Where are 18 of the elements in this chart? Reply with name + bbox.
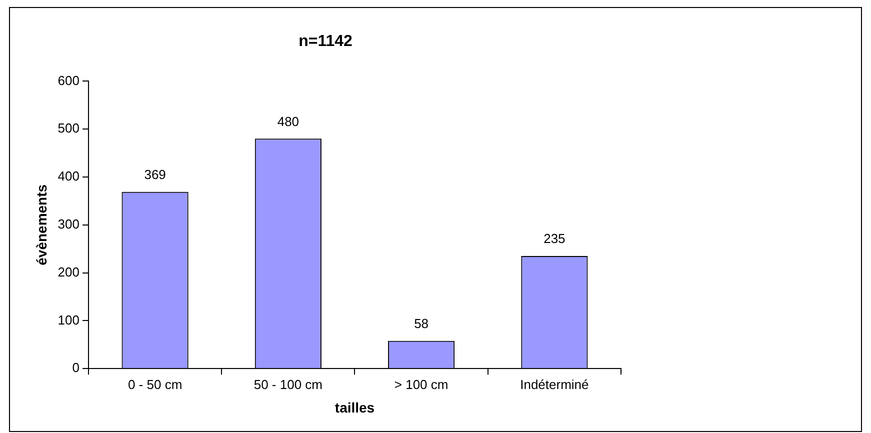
x-tick-label: 50 - 100 cm	[254, 376, 323, 392]
data-label: 235	[544, 231, 566, 246]
x-tick-label: 0 - 50 cm	[128, 376, 182, 392]
data-label: 58	[414, 316, 429, 331]
x-tick-label: Indéterminé	[520, 376, 589, 392]
y-tick-label: 600	[58, 72, 80, 88]
chart-title: n=1142	[298, 33, 353, 50]
y-tick-label: 200	[58, 264, 80, 280]
x-tick-label: > 100 cm	[394, 376, 448, 392]
y-tick-label: 500	[58, 120, 80, 136]
y-tick-label: 100	[58, 312, 80, 328]
y-axis-title: évènements	[33, 184, 50, 266]
x-axis-title: tailles	[334, 399, 375, 416]
y-tick-label: 0	[72, 360, 80, 376]
data-label: 369	[144, 166, 166, 182]
y-tick-label: 300	[58, 216, 80, 232]
data-label: 480	[277, 114, 300, 129]
y-tick-label: 400	[58, 168, 80, 184]
